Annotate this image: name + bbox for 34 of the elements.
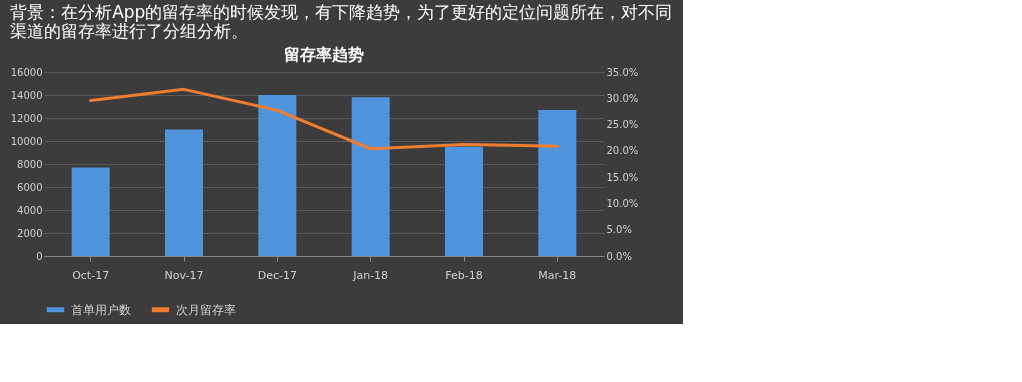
y2-tick-label: 25.0% <box>606 119 639 131</box>
y-tick-label: 6000 <box>17 181 43 193</box>
x-tick-label: Jan-18 <box>352 268 389 282</box>
text: 背景：在分析App的留存率的时候发现，有下降趋势，为了更好的定位问题所在，对不同渠道的留存率进行了分组分析。 <box>10 2 673 41</box>
y2-tick-label: 15.0% <box>606 171 639 183</box>
y-tick-label: 10000 <box>10 135 43 147</box>
chart-title: 留存率趋势 <box>284 45 364 64</box>
y2-tick-label: 0.0% <box>606 250 632 262</box>
x-tick-label: Oct-17 <box>72 268 110 282</box>
x-tick-label: Feb-18 <box>445 268 483 282</box>
y-tick-label: 12000 <box>10 112 43 124</box>
bar <box>445 146 483 256</box>
y-tick-label: 14000 <box>10 89 43 101</box>
y2-tick-label: 20.0% <box>606 145 639 157</box>
y2-tick-label: 35.0% <box>606 66 639 78</box>
y-tick-label: 8000 <box>17 158 43 170</box>
bar <box>258 95 297 256</box>
y2-tick-label: 30.0% <box>606 92 639 104</box>
y-tick-label: 16000 <box>10 66 43 78</box>
line-series <box>89 87 559 151</box>
bar <box>165 129 203 256</box>
x-tick-label: Nov-17 <box>164 268 204 282</box>
bar <box>71 167 110 256</box>
legend-label: 次月留存率 <box>176 302 236 317</box>
y-tick-label: 0 <box>36 250 43 262</box>
x-tick-label: Mar-18 <box>538 268 577 282</box>
legend-label: 首单用户数 <box>71 302 131 317</box>
y-tick-label: 4000 <box>17 204 43 216</box>
y-tick-label: 2000 <box>17 227 43 239</box>
bar <box>351 97 390 256</box>
x-tick-label: Dec-17 <box>257 268 297 282</box>
bar <box>538 109 577 256</box>
y2-tick-label: 5.0% <box>606 224 632 236</box>
y2-tick-label: 10.0% <box>606 197 639 209</box>
